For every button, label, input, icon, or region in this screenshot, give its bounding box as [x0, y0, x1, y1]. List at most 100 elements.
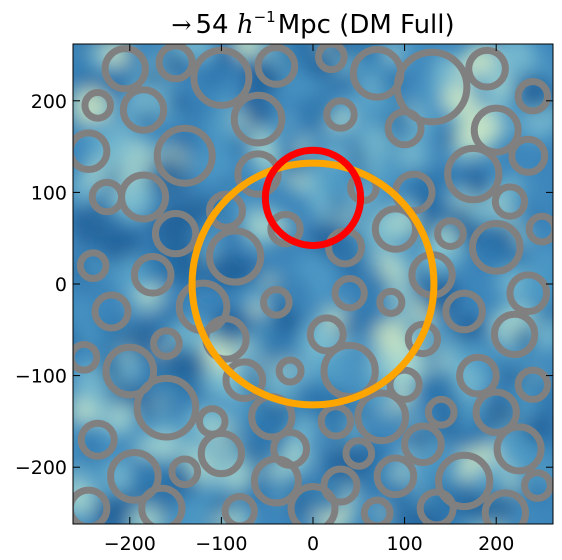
- field-blob: [93, 496, 128, 524]
- field-blob: [200, 67, 225, 91]
- void-circle: [138, 484, 186, 524]
- void-circle: [77, 419, 118, 460]
- field-blob: [388, 247, 411, 270]
- void-circle: [514, 366, 552, 403]
- field-blob: [457, 107, 500, 150]
- field-blob: [73, 62, 93, 87]
- void-circle: [401, 422, 445, 467]
- field-blob: [326, 195, 350, 219]
- axes: −200 −100 0 100 200 200 100 0 −100 −200: [15, 44, 553, 555]
- field-blob: [166, 109, 183, 126]
- x-tick-label: −100: [195, 533, 247, 555]
- field-blob: [466, 178, 488, 200]
- void-circle: [130, 253, 175, 297]
- void-circle: [230, 91, 286, 147]
- field-blob: [220, 177, 233, 190]
- chart-title: → 54 h−1Mpc (DM Full): [73, 8, 553, 40]
- title-h: h: [236, 10, 254, 40]
- void-circle: [315, 44, 348, 74]
- red-circle: [261, 146, 365, 250]
- field-blob: [128, 504, 164, 524]
- void-circle: [260, 285, 293, 319]
- void-circle: [168, 455, 202, 489]
- void-circle: [317, 403, 355, 440]
- field-blob: [295, 251, 333, 288]
- void-circle: [323, 97, 358, 132]
- field-blob: [440, 130, 458, 148]
- void-circle: [91, 291, 132, 332]
- void-circle: [481, 489, 530, 524]
- void-circle: [205, 190, 246, 231]
- void-circle: [119, 86, 168, 134]
- void-circle: [234, 150, 282, 198]
- void-circles: [73, 44, 553, 524]
- x-tick-label: 200: [478, 533, 514, 555]
- y-tick-label: −100: [15, 366, 67, 388]
- void-circle: [468, 220, 524, 275]
- void-circle: [360, 496, 394, 524]
- void-circle: [456, 353, 500, 398]
- void-circle: [442, 289, 486, 334]
- title-arrow: →: [171, 11, 192, 39]
- void-circle: [434, 217, 467, 250]
- field-blob: [357, 123, 393, 160]
- void-circle: [306, 314, 347, 355]
- void-circle: [514, 78, 552, 115]
- void-circle: [331, 275, 368, 312]
- void-circle: [506, 271, 551, 315]
- void-circle: [73, 486, 111, 524]
- y-tick-label: −200: [15, 457, 67, 479]
- x-tick-label: 0: [307, 533, 319, 555]
- void-circle: [525, 212, 553, 246]
- void-circle: [386, 366, 423, 403]
- field-blob: [392, 464, 412, 484]
- void-circle: [287, 482, 339, 524]
- void-circle: [102, 343, 158, 399]
- y-tick-label: 0: [55, 274, 67, 296]
- field-blob: [441, 425, 458, 442]
- highlight-circles: [188, 146, 438, 409]
- void-circle: [73, 129, 111, 173]
- void-circle: [493, 423, 545, 475]
- field-blob: [482, 394, 518, 430]
- void-circle: [151, 209, 200, 258]
- void-circle: [254, 44, 299, 88]
- y-tick-label: 100: [31, 182, 67, 204]
- void-circle: [521, 469, 553, 502]
- field-blob: [177, 131, 191, 145]
- void-circle: [205, 227, 265, 286]
- field-blob: [105, 402, 136, 433]
- void-circle: [221, 493, 258, 524]
- field-blob: [354, 353, 368, 367]
- void-circle: [404, 320, 442, 358]
- void-circle: [76, 249, 110, 283]
- field-blob: [257, 327, 295, 366]
- orange-circle: [188, 159, 438, 409]
- title-exponent: −1: [253, 8, 276, 26]
- field-blob: [373, 319, 410, 356]
- void-circle: [107, 449, 162, 504]
- void-circle: [155, 44, 196, 83]
- void-circle: [342, 437, 376, 470]
- void-circle: [434, 451, 494, 511]
- void-circle: [222, 358, 267, 403]
- void-circle: [393, 48, 471, 126]
- field-blob: [138, 108, 157, 126]
- void-circle: [371, 205, 420, 253]
- void-circle: [384, 108, 425, 149]
- x-tick-label: 100: [386, 533, 422, 555]
- void-circle: [267, 210, 304, 248]
- void-circle: [73, 340, 101, 374]
- void-circle: [472, 388, 520, 436]
- void-circle: [490, 310, 539, 359]
- void-circle: [153, 124, 216, 187]
- void-circle: [250, 455, 302, 507]
- void-circle: [470, 104, 522, 156]
- y-tick-label: 200: [31, 91, 67, 113]
- void-circle: [444, 144, 503, 204]
- void-circle: [376, 287, 406, 317]
- x-tick-label: −200: [104, 533, 156, 555]
- void-circle: [424, 395, 458, 429]
- void-circle: [197, 429, 246, 478]
